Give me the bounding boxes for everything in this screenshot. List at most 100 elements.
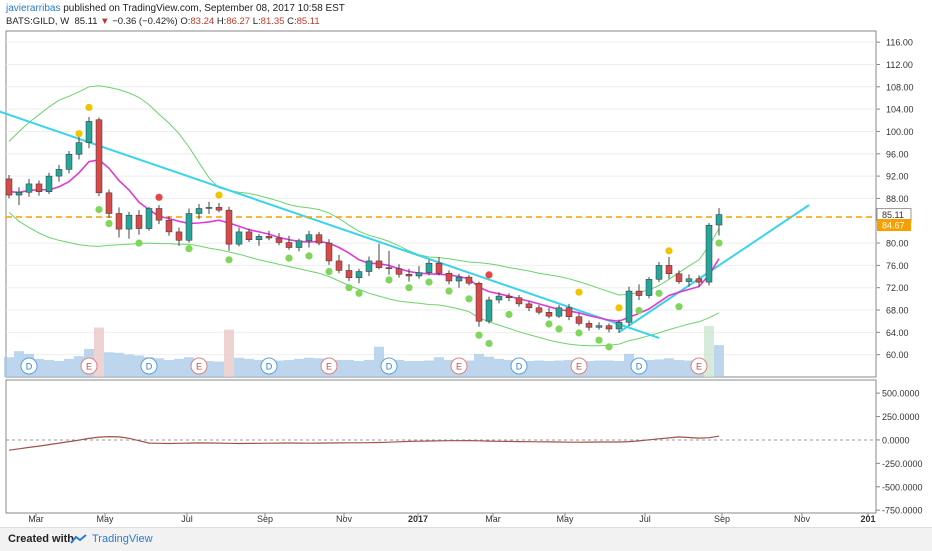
candle-body (425, 262, 433, 273)
oscillator-axis-label: 0.0000 (882, 435, 910, 445)
close-label: C: (287, 16, 297, 27)
candle-body (435, 262, 443, 274)
candle-body (685, 278, 693, 282)
event-marker-label: D (146, 362, 153, 372)
candle-body (695, 278, 703, 283)
bollinger-upper-line (8, 85, 720, 296)
signal-dot-below (555, 325, 563, 333)
candle-body (205, 207, 213, 209)
candle-body (255, 236, 263, 240)
volume-bar (114, 352, 124, 377)
volume-bar (284, 359, 294, 377)
volume-bar (224, 329, 234, 377)
signal-dot-below (635, 306, 643, 315)
volume-bar (604, 360, 614, 377)
candle-body (575, 316, 583, 324)
candle-body (165, 219, 173, 233)
oscillator-axis[interactable]: 500.0000 250.0000 0.0000 -250.0000 -500.0000… (876, 389, 923, 516)
volume-bar (534, 360, 544, 377)
signal-dot-below (545, 320, 553, 328)
volume-bar (474, 353, 484, 377)
bollinger-bands (8, 85, 720, 347)
volume-bar (664, 358, 674, 377)
candle-body (65, 154, 73, 170)
tradingview-logo-icon (70, 534, 87, 544)
signal-dot-below (185, 245, 193, 253)
time-axis-label: May (556, 514, 574, 524)
signal-dot-below (475, 331, 483, 339)
volume-bar (564, 359, 574, 377)
open-label: O: (180, 16, 191, 27)
candle-body (85, 121, 93, 143)
signal-dot-below (405, 284, 413, 292)
signal-dot-below (425, 278, 433, 286)
signal-dot-above (665, 247, 673, 255)
candle-body (515, 297, 523, 305)
dividend-marker (140, 357, 158, 375)
price-axis-label: 60.00 (886, 350, 909, 360)
volume-bar (74, 356, 84, 377)
candle-body (265, 236, 273, 239)
candle-body (15, 192, 23, 196)
event-marker-label: E (696, 362, 702, 372)
candle-body (135, 214, 143, 229)
dividend-marker (380, 357, 398, 375)
publish-text: published on TradingView.com, September … (63, 3, 345, 14)
candle-body (75, 142, 83, 155)
candle-body (395, 268, 403, 275)
signal-dot-below (285, 254, 293, 262)
time-axis[interactable]: Mar May Jul Sep Nov 2017 Mar May Jul Sep Nov 201 (6, 512, 876, 524)
dividend-marker (630, 357, 648, 375)
signal-dot-below (325, 267, 333, 276)
candle-body (245, 231, 253, 240)
signal-dot-below (485, 339, 493, 348)
volume-bar (34, 358, 44, 377)
volume-bar (64, 358, 74, 377)
dividend-marker (260, 357, 278, 375)
footer-bar: Created with TradingView (0, 527, 932, 551)
price-axis-label: 108.00 (886, 82, 914, 92)
volume-bar (364, 359, 374, 377)
volume-bar (504, 359, 514, 377)
volume-bar (584, 361, 594, 377)
candle-body (675, 273, 683, 282)
time-axis-label: Mar (485, 514, 501, 524)
candle-body (635, 290, 643, 296)
volume-bar (344, 359, 354, 377)
candle-body (45, 175, 53, 192)
signal-dot-below (105, 219, 113, 228)
event-marker-label: D (516, 362, 523, 372)
time-axis-label: Nov (336, 514, 353, 524)
candle-body (545, 312, 553, 317)
moving-average-line (8, 159, 720, 323)
oscillator-axis-label: -500.0000 (882, 482, 923, 492)
low-value: 81.35 (260, 16, 285, 27)
down-arrow-icon: ▼ (100, 16, 110, 27)
author-link[interactable]: javierarribas (6, 3, 61, 14)
volume-bar (714, 345, 724, 377)
earnings-marker (320, 357, 338, 375)
symbol-name[interactable]: BATS:GILD, W (6, 16, 70, 27)
oscillator-axis-label: -750.0000 (882, 506, 923, 516)
price-axis[interactable]: 116.00 112.00 108.00 104.00 100.00 96.00 92.00… (876, 38, 914, 361)
dividend-marker (510, 357, 528, 375)
volume-bar (254, 359, 264, 377)
candle-body (55, 169, 63, 177)
candle-body (35, 183, 43, 192)
earnings-marker (690, 357, 708, 375)
volume-bar (354, 361, 364, 377)
publish-header: javierarribas published on TradingView.c… (6, 3, 345, 14)
volume-bar (304, 357, 314, 377)
time-axis-label: Jul (639, 514, 651, 524)
candle-body (625, 290, 633, 323)
candle-body (115, 213, 123, 230)
signal-dot-below (385, 276, 393, 284)
candle-body (535, 307, 543, 313)
candle-body (525, 303, 533, 309)
tradingview-brand-link[interactable]: TradingView (92, 533, 153, 545)
signal-dot-below (445, 287, 453, 295)
trend-line-down (0, 110, 660, 339)
created-with-text: Created with (8, 533, 75, 545)
